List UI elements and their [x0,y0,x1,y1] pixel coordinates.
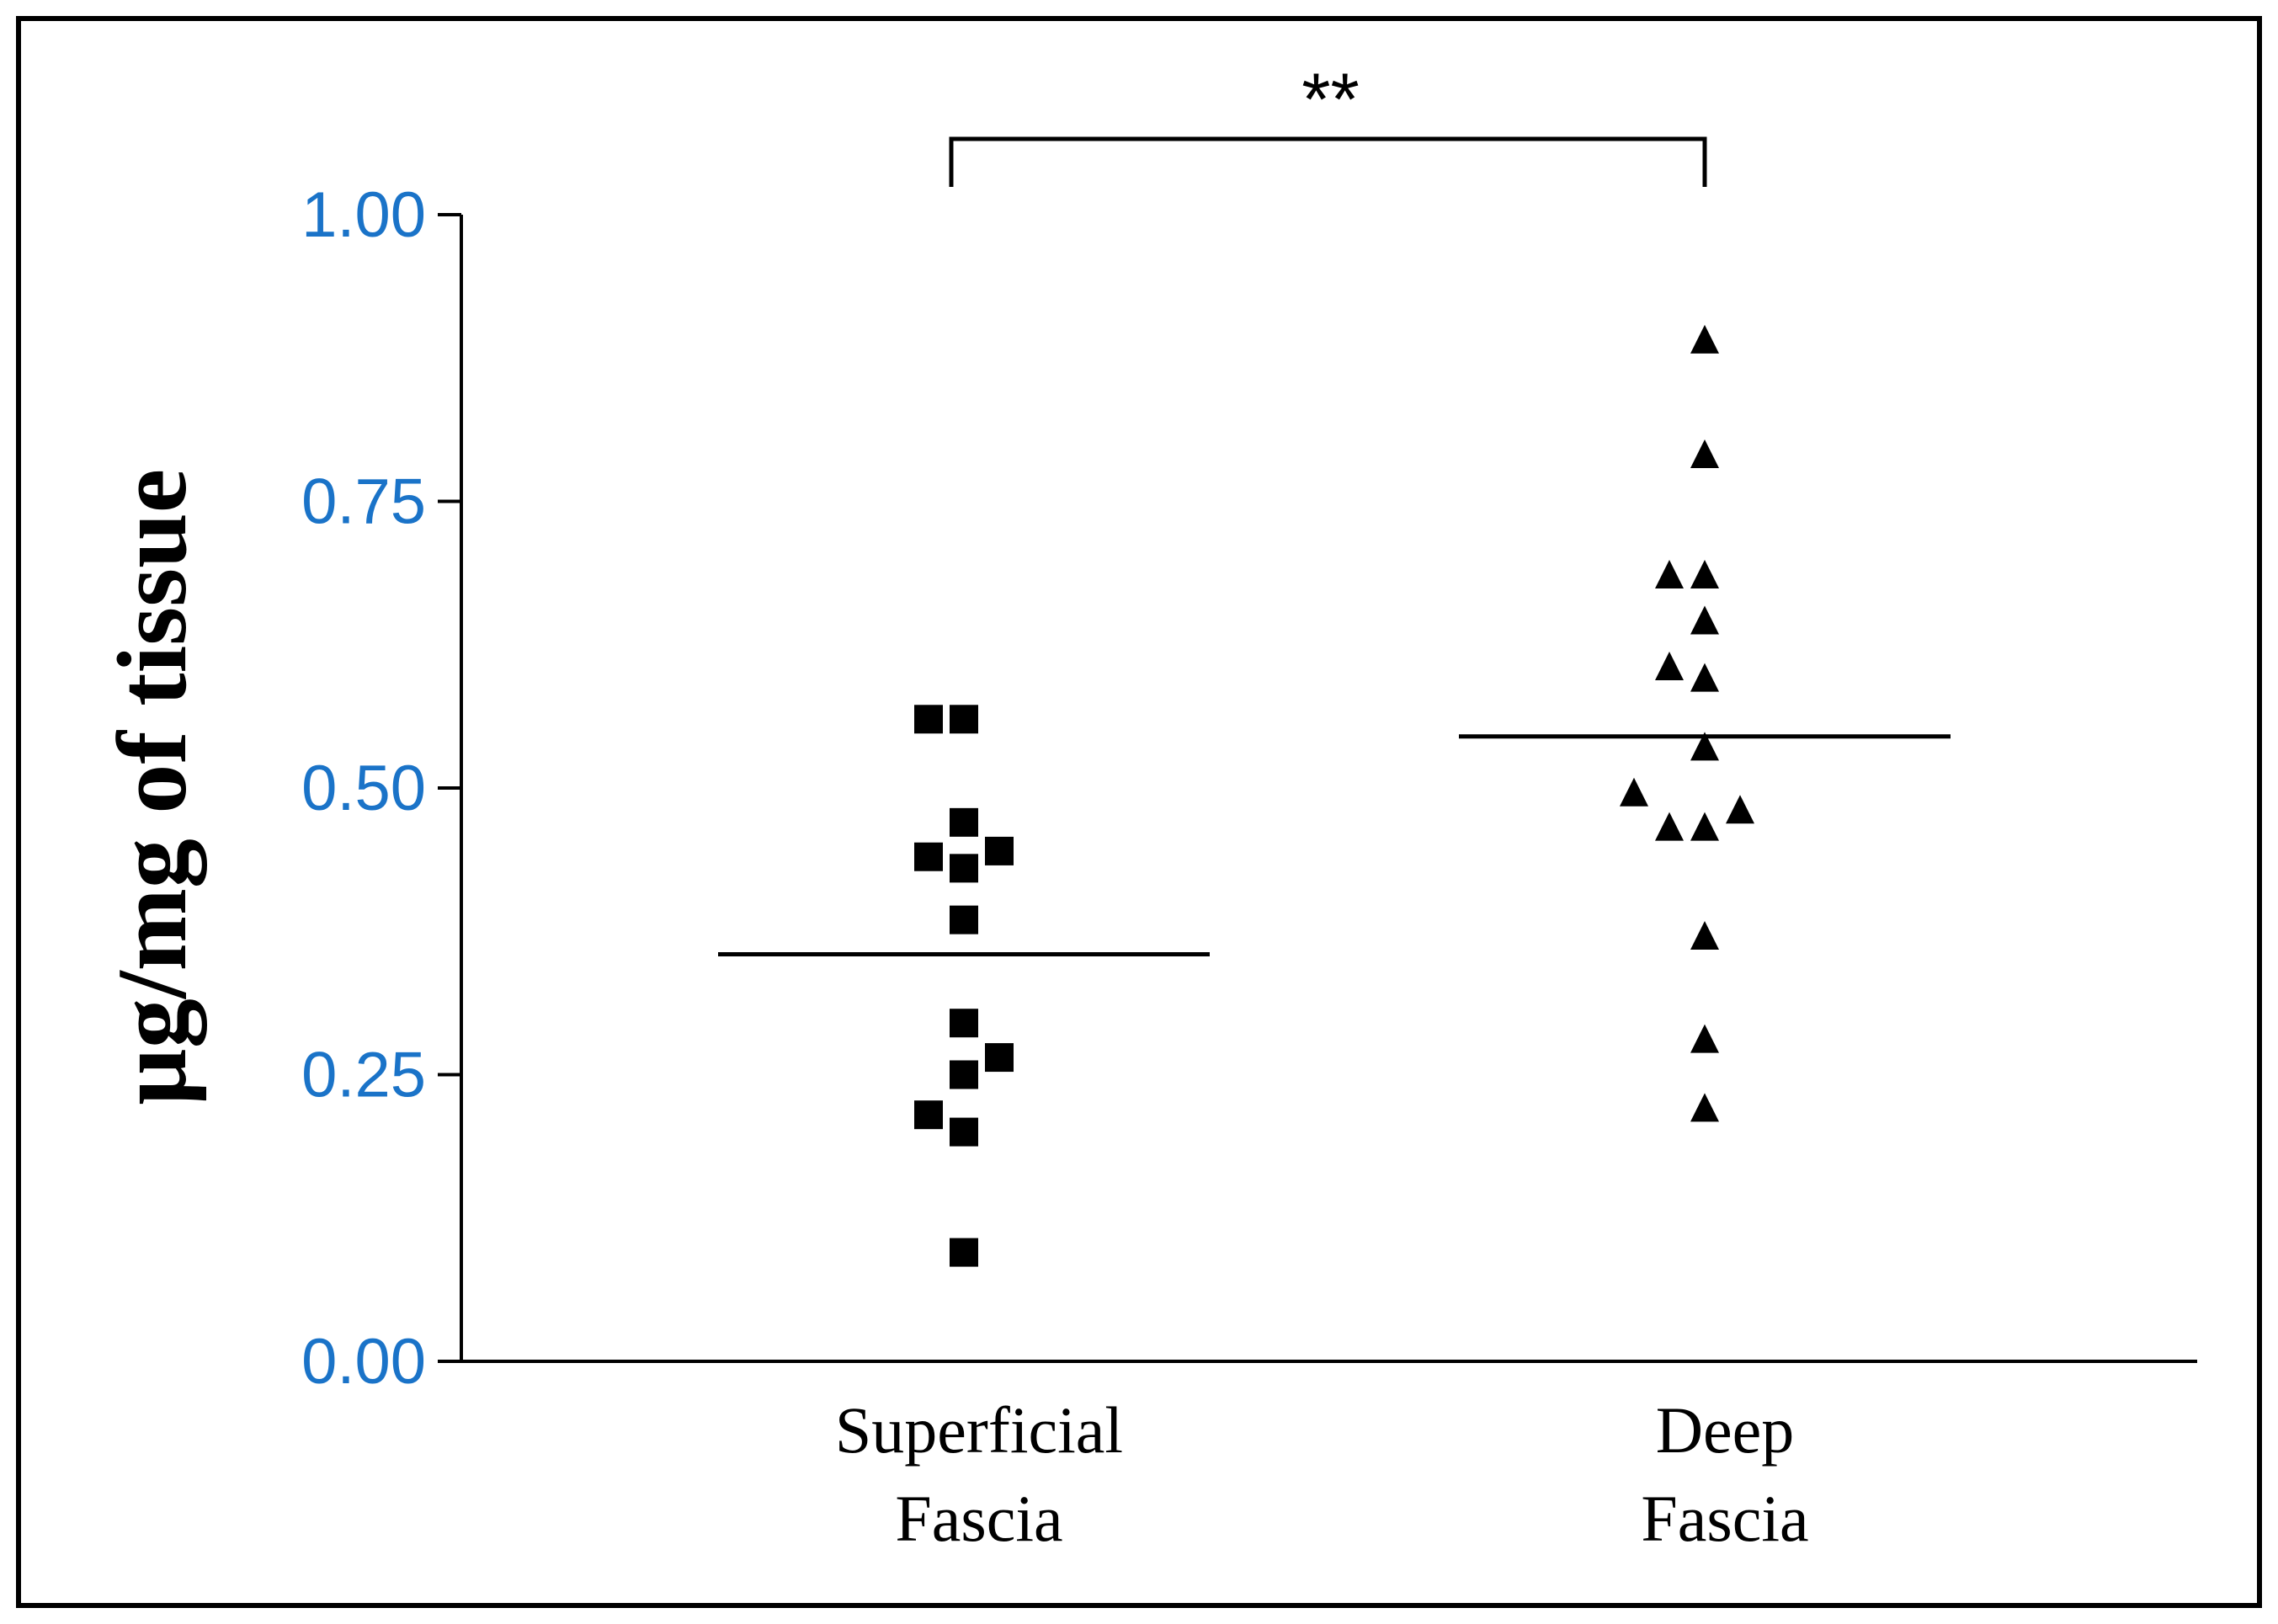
y-tick-label-3: 0.75 [301,466,426,538]
data-point-deep-13 [1690,1024,1719,1053]
y-tick-label-1: 0.25 [301,1040,426,1111]
data-point-superficial-3 [914,842,943,871]
data-point-deep-12 [1690,921,1719,950]
data-point-superficial-5 [950,854,978,883]
data-point-superficial-4 [985,836,1014,865]
data-point-deep-5 [1655,651,1684,680]
data-point-deep-14 [1690,1093,1719,1122]
data-point-superficial-12 [950,1238,978,1267]
data-point-superficial-9 [950,1060,978,1089]
chart-border [16,16,2262,1608]
data-point-deep-3 [1690,560,1719,589]
data-point-superficial-6 [950,905,978,934]
x-category-label-superficial-1: Fascia [895,1482,1062,1555]
data-point-deep-2 [1655,560,1684,589]
x-category-label-deep-0: Deep [1656,1393,1795,1467]
significance-bracket-line [949,136,1707,187]
data-point-superficial-7 [950,1009,978,1038]
data-point-superficial-11 [950,1117,978,1147]
y-tick-label-4: 1.00 [301,179,426,251]
data-point-superficial-2 [950,807,978,837]
y-axis-title: µg/mg of tissue [97,469,207,1105]
data-point-superficial-0 [914,705,943,734]
y-axis: 0.00 0.25 0.50 0.75 1.00 [301,179,463,1398]
data-point-deep-7 [1690,732,1719,761]
data-point-deep-10 [1655,812,1684,841]
y-tick-label-0: 0.00 [301,1326,426,1398]
significance-stars: ** [1301,57,1360,141]
data-point-deep-8 [1620,777,1648,807]
data-points [914,324,1754,1267]
data-point-superficial-8 [985,1043,1014,1073]
data-point-superficial-1 [950,705,978,734]
x-category-label-deep-1: Fascia [1641,1482,1808,1555]
data-point-deep-0 [1690,324,1719,354]
data-point-deep-9 [1726,795,1754,824]
data-point-deep-6 [1690,663,1719,692]
data-point-deep-11 [1690,812,1719,841]
data-point-superficial-10 [914,1100,943,1130]
data-point-deep-4 [1690,605,1719,635]
x-axis: Superficial Fascia Deep Fascia [461,1360,2197,1555]
data-point-deep-1 [1690,439,1719,469]
x-category-label-superficial-0: Superficial [835,1393,1123,1467]
y-tick-label-2: 0.50 [301,753,426,824]
significance-bracket: ** [949,57,1707,187]
